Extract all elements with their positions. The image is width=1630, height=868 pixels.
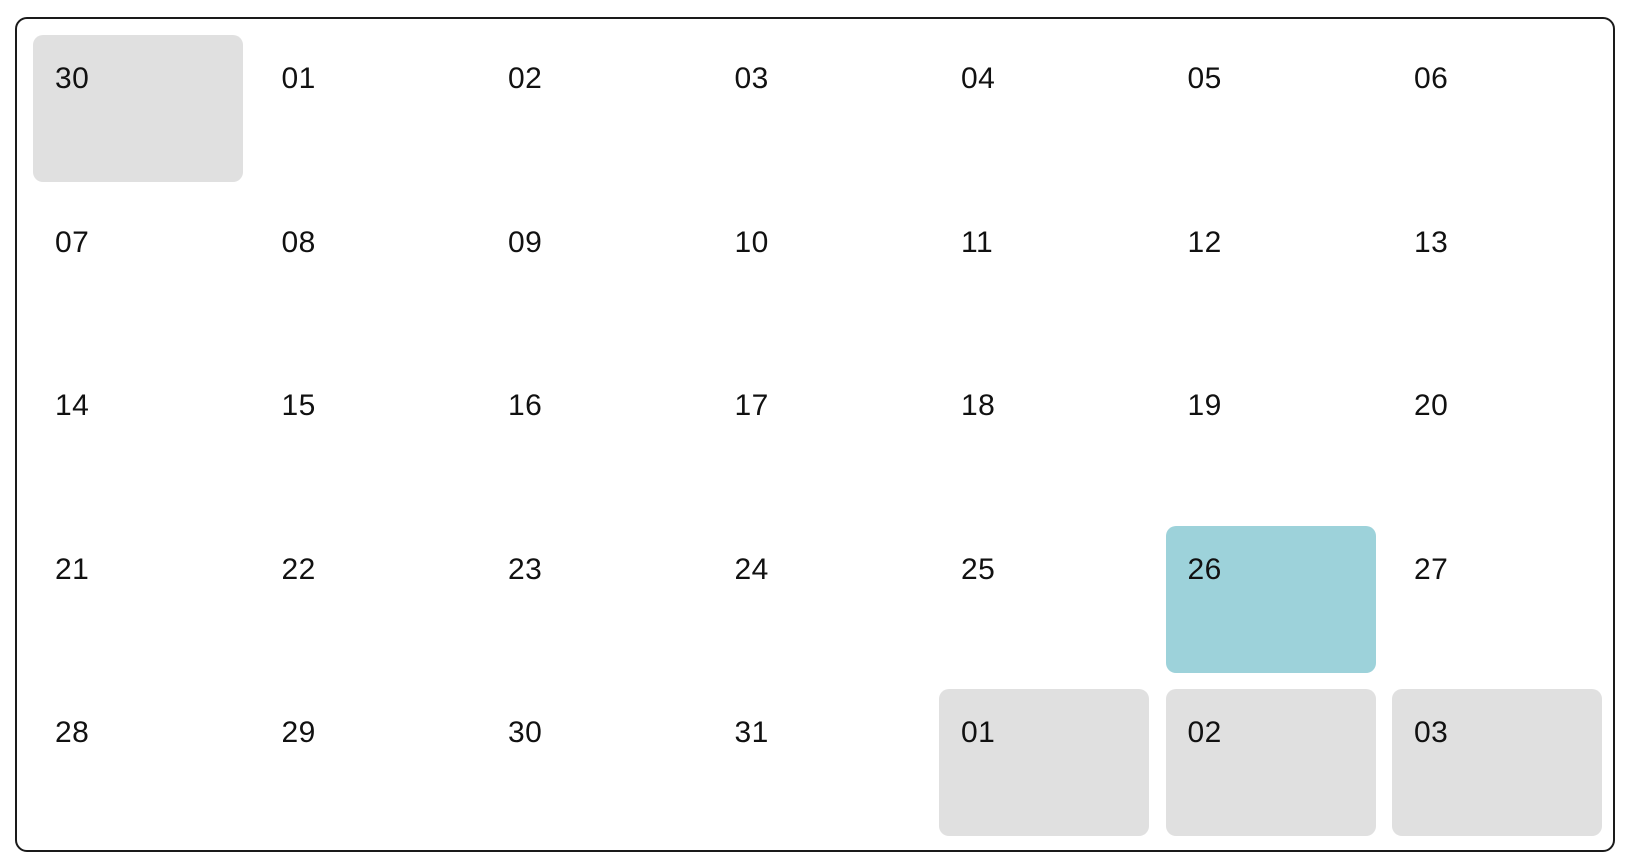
calendar-day[interactable]: 14 <box>33 362 243 509</box>
calendar-day[interactable]: 23 <box>486 526 696 673</box>
calendar-day[interactable]: 08 <box>260 199 470 346</box>
day-number: 03 <box>1414 716 1449 749</box>
calendar-day[interactable]: 28 <box>33 689 243 836</box>
calendar-day[interactable]: 12 <box>1166 199 1376 346</box>
day-number: 13 <box>1414 225 1449 259</box>
day-number: 06 <box>1414 62 1449 95</box>
day-number: 28 <box>55 716 90 749</box>
day-number: 11 <box>961 225 994 259</box>
calendar-day[interactable]: 01 <box>260 35 470 182</box>
day-number: 12 <box>1187 225 1222 259</box>
calendar-day[interactable]: 13 <box>1392 199 1602 346</box>
calendar-day[interactable]: 06 <box>1392 35 1602 182</box>
day-number: 29 <box>281 716 316 749</box>
day-number: 16 <box>508 389 543 422</box>
calendar-day-other-month[interactable]: 01 <box>939 689 1149 836</box>
calendar-month-grid: 30 01 02 03 04 05 06 07 08 09 10 11 12 1… <box>15 17 1615 852</box>
calendar-day[interactable]: 11 <box>939 199 1149 346</box>
day-number: 23 <box>508 552 543 586</box>
day-number: 27 <box>1414 552 1449 586</box>
day-number: 17 <box>734 389 769 422</box>
day-number: 10 <box>734 225 769 259</box>
calendar-day[interactable]: 09 <box>486 199 696 346</box>
calendar-day-other-month[interactable]: 02 <box>1165 689 1376 836</box>
day-number: 21 <box>55 552 90 586</box>
day-number: 02 <box>508 62 543 95</box>
calendar-day[interactable]: 18 <box>939 362 1149 509</box>
day-number: 02 <box>1187 716 1222 749</box>
calendar-day[interactable]: 22 <box>260 526 470 673</box>
calendar-day[interactable]: 25 <box>939 526 1149 673</box>
calendar-day[interactable]: 20 <box>1392 362 1602 509</box>
day-number: 19 <box>1187 389 1222 422</box>
calendar-day[interactable]: 03 <box>713 35 923 182</box>
day-number: 08 <box>281 225 316 259</box>
day-number: 01 <box>961 716 996 749</box>
day-number: 14 <box>55 389 90 422</box>
day-number: 22 <box>281 552 316 586</box>
calendar-day-other-month[interactable]: 03 <box>1392 689 1602 836</box>
day-number: 31 <box>734 716 769 749</box>
calendar-day[interactable]: 05 <box>1166 35 1376 182</box>
calendar-day-other-month[interactable]: 30 <box>33 35 243 182</box>
calendar-day[interactable]: 31 <box>713 689 923 836</box>
day-number: 24 <box>734 552 769 586</box>
calendar-days-grid: 30 01 02 03 04 05 06 07 08 09 10 11 12 1… <box>33 35 1602 836</box>
day-number: 15 <box>281 389 316 422</box>
day-number: 04 <box>961 62 996 95</box>
calendar-day[interactable]: 30 <box>486 689 696 836</box>
day-number: 30 <box>508 716 543 749</box>
calendar-day[interactable]: 21 <box>33 526 243 673</box>
calendar-day[interactable]: 15 <box>260 362 470 509</box>
day-number: 03 <box>734 62 769 95</box>
day-number: 05 <box>1187 62 1222 95</box>
calendar-day[interactable]: 16 <box>486 362 696 509</box>
day-number: 07 <box>55 225 90 259</box>
day-number: 20 <box>1414 389 1449 422</box>
calendar-day-selected[interactable]: 26 <box>1165 525 1376 673</box>
calendar-day[interactable]: 29 <box>260 689 470 836</box>
day-number: 30 <box>55 62 90 95</box>
calendar-day[interactable]: 17 <box>713 362 923 509</box>
calendar-day[interactable]: 07 <box>33 199 243 346</box>
calendar-day[interactable]: 10 <box>713 199 923 346</box>
calendar-day[interactable]: 19 <box>1166 362 1376 509</box>
calendar-day[interactable]: 02 <box>486 35 696 182</box>
calendar-day[interactable]: 24 <box>713 526 923 673</box>
day-number: 18 <box>961 389 996 422</box>
day-number: 09 <box>508 225 543 259</box>
calendar-day[interactable]: 27 <box>1392 526 1602 673</box>
day-number: 01 <box>281 62 316 95</box>
calendar-day[interactable]: 04 <box>939 35 1149 182</box>
day-number: 25 <box>961 552 996 586</box>
day-number: 26 <box>1187 552 1222 586</box>
